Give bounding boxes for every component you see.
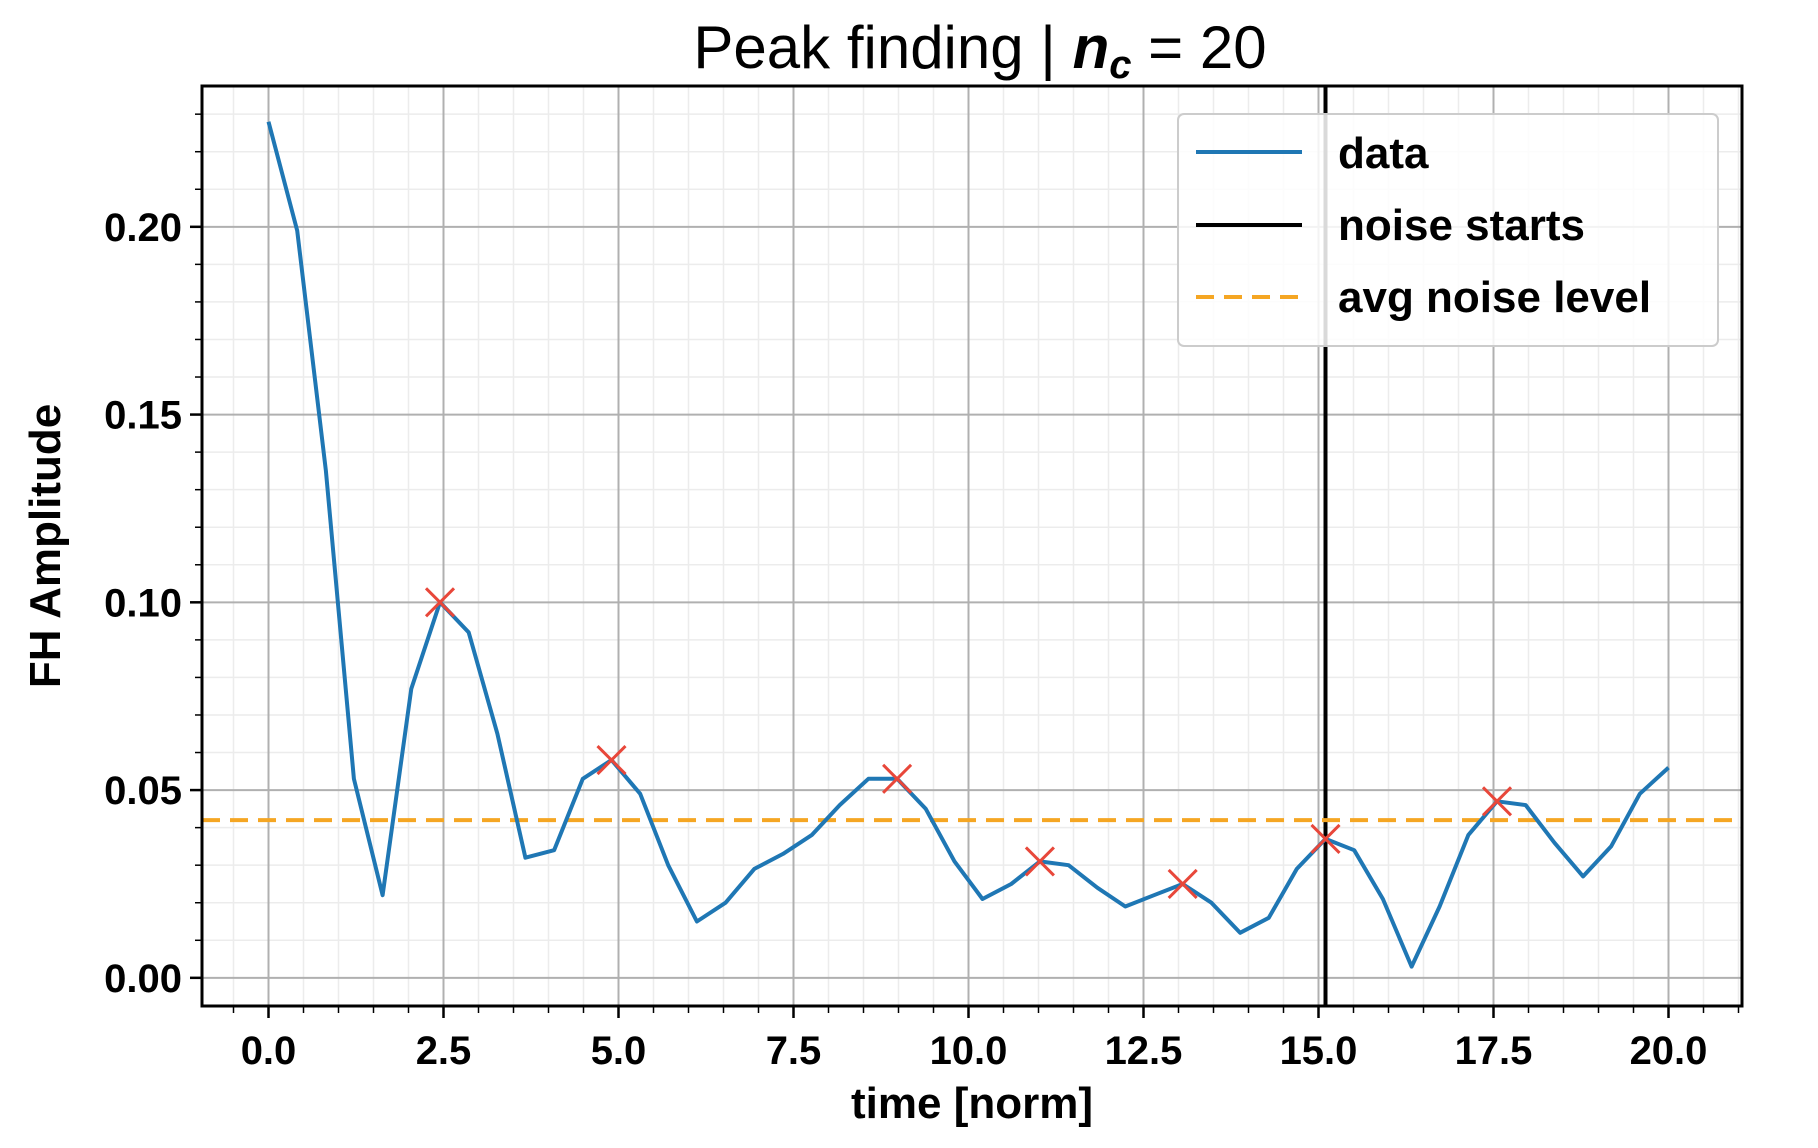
peak-marker: [1024, 846, 1055, 877]
peak-marker-stroke: [1167, 868, 1198, 900]
peak-marker: [1310, 823, 1341, 854]
x-tick-label: 10.0: [930, 1029, 1008, 1073]
legend: data noise starts avg noise level: [1177, 113, 1719, 347]
peak-marker: [424, 587, 456, 618]
peak-marker: [1481, 786, 1513, 817]
x-tick-label: 2.5: [416, 1029, 472, 1073]
y-axis-ticks: 0.00 0.05 0.10 0.15 0.20: [104, 113, 202, 1001]
x-tick-label: 7.5: [766, 1029, 822, 1073]
y-axis-label: FH Amplitude: [21, 404, 70, 688]
data-series-line: [266, 121, 1670, 969]
x-tick-label: 5.0: [591, 1029, 647, 1073]
x-tick-label: 17.5: [1455, 1029, 1533, 1073]
peak-marker-stroke: [1024, 846, 1055, 877]
x-axis-ticks: 0.0 2.5 5.0 7.5 10.0 12.5 15.0 17.5 20.0: [232, 1006, 1740, 1073]
plot-frame: [200, 84, 1744, 1008]
x-tick-label: 0.0: [241, 1029, 297, 1073]
legend-label-avg-noise-level: avg noise level: [1338, 273, 1651, 322]
peak-marker-stroke: [882, 763, 913, 794]
peak-markers: [424, 587, 1513, 900]
x-tick-label: 12.5: [1105, 1029, 1183, 1073]
x-tick-label: 15.0: [1280, 1029, 1358, 1073]
chart-title: Peak finding | nc = 20: [693, 14, 1266, 87]
peak-marker-stroke: [424, 587, 456, 618]
y-tick-label: 0.05: [104, 769, 182, 813]
y-tick-label: 0.00: [104, 957, 182, 1001]
legend-label-data: data: [1338, 129, 1429, 178]
peak-marker: [596, 744, 627, 776]
peak-marker: [1167, 868, 1198, 900]
peak-marker: [882, 763, 913, 794]
legend-box: [1177, 113, 1719, 347]
peak-marker-stroke: [1310, 823, 1341, 854]
y-tick-label: 0.10: [104, 581, 182, 625]
x-tick-label: 20.0: [1630, 1029, 1708, 1073]
minor-grid: [202, 86, 1742, 1006]
peak-marker-stroke: [596, 744, 627, 776]
y-tick-label: 0.20: [104, 206, 182, 250]
legend-label-noise-starts: noise starts: [1338, 201, 1585, 250]
peak-marker-stroke: [1481, 786, 1513, 817]
y-tick-label: 0.15: [104, 394, 182, 438]
x-axis-label: time [norm]: [851, 1079, 1093, 1128]
